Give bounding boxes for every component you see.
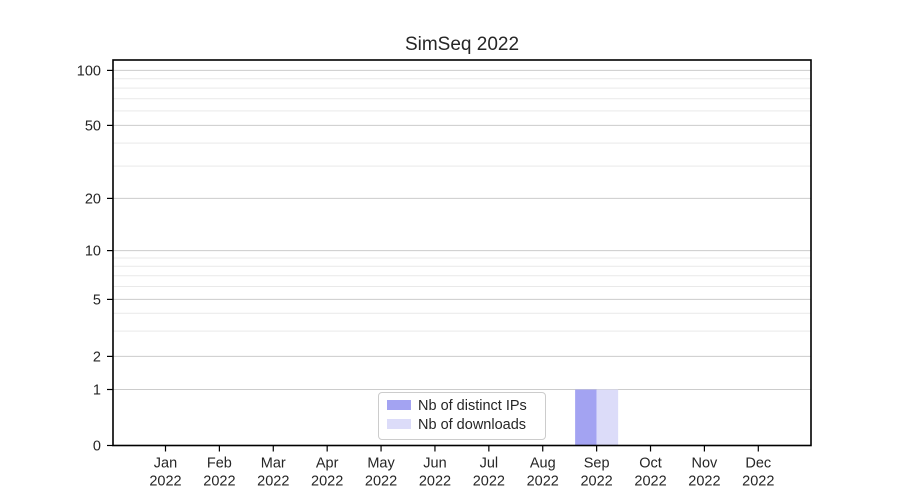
svg-text:10: 10 [85,244,101,260]
svg-text:2022: 2022 [257,474,289,490]
svg-text:20: 20 [85,191,101,207]
svg-text:2022: 2022 [365,474,397,490]
svg-text:Aug: Aug [530,456,556,472]
svg-text:2022: 2022 [742,474,774,490]
svg-text:2022: 2022 [688,474,720,490]
svg-text:Jun: Jun [423,456,446,472]
svg-text:1: 1 [93,383,101,399]
svg-text:Feb: Feb [207,456,232,472]
svg-text:Jul: Jul [480,456,499,472]
svg-text:Apr: Apr [316,456,339,472]
svg-text:2022: 2022 [527,474,559,490]
svg-text:50: 50 [85,118,101,134]
svg-text:5: 5 [93,292,101,308]
svg-text:2022: 2022 [634,474,666,490]
svg-text:0: 0 [93,439,101,455]
svg-text:2: 2 [93,349,101,365]
svg-text:Sep: Sep [584,456,610,472]
svg-text:2022: 2022 [311,474,343,490]
svg-text:SimSeq 2022: SimSeq 2022 [405,34,519,55]
svg-text:Oct: Oct [639,456,662,472]
svg-text:100: 100 [77,63,101,79]
svg-text:2022: 2022 [419,474,451,490]
svg-text:Mar: Mar [261,456,286,472]
svg-text:2022: 2022 [149,474,181,490]
svg-text:Nov: Nov [692,456,719,472]
svg-text:May: May [367,456,395,472]
svg-text:Jan: Jan [154,456,177,472]
svg-text:2022: 2022 [203,474,235,490]
svg-text:2022: 2022 [473,474,505,490]
svg-text:Dec: Dec [745,456,771,472]
svg-text:2022: 2022 [580,474,612,490]
